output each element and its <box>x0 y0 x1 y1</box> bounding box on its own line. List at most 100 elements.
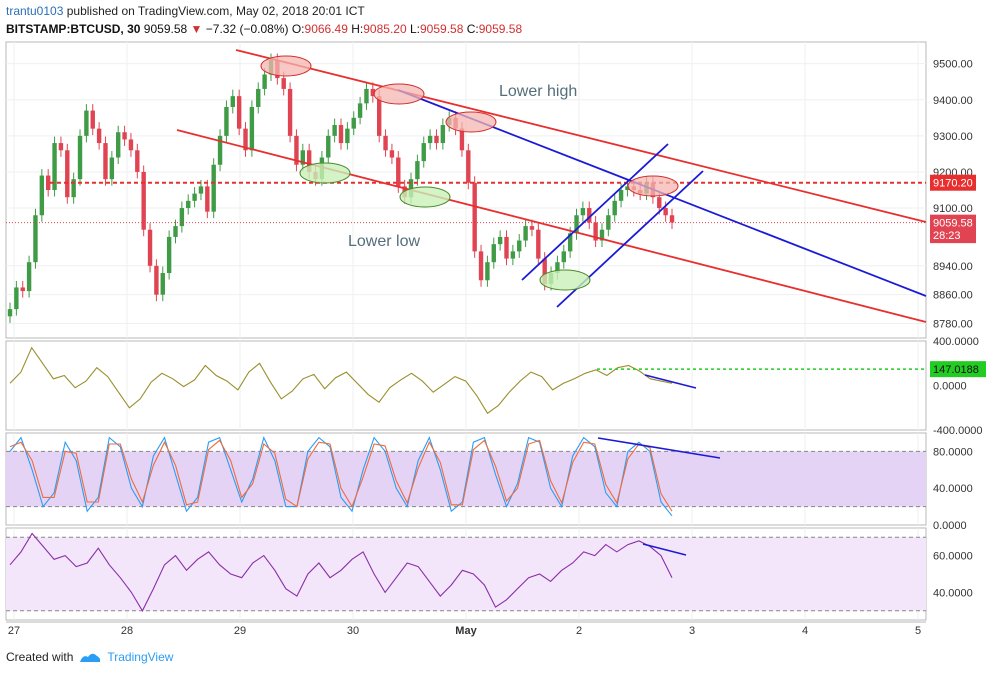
candle-body <box>478 251 484 281</box>
candle-body <box>663 208 668 216</box>
candle-body <box>555 262 560 274</box>
down-arrow-icon: ▼ <box>190 22 203 36</box>
y-tick-label: 8780.00 <box>933 319 973 331</box>
annotation-lower-high: Lower high <box>499 83 577 100</box>
candle-body <box>217 135 223 165</box>
candle-body <box>116 132 121 158</box>
candle-body <box>249 106 255 151</box>
candle-body <box>421 143 426 162</box>
candle-body <box>96 128 102 144</box>
candle-body <box>236 96 242 129</box>
x-tick-label: 29 <box>234 625 246 637</box>
open-label: O: <box>291 22 305 36</box>
stoch-divergence-line <box>597 437 721 459</box>
candle-body <box>370 88 376 97</box>
y-tick-label: 8860.00 <box>933 290 973 302</box>
candle-body <box>332 125 337 136</box>
candle-body <box>415 161 420 180</box>
candle-body <box>211 164 216 212</box>
candle-body <box>154 265 159 295</box>
candle-body <box>103 143 108 180</box>
candle-body <box>491 244 496 263</box>
candle-body <box>364 88 369 104</box>
candle-body <box>497 236 503 245</box>
price-axis-badge-label: 9059.58 <box>933 218 973 230</box>
x-tick-label: 28 <box>121 625 133 637</box>
low-value: 9059.58 <box>420 22 464 36</box>
candle-body <box>345 128 350 144</box>
y-tick-label: 0.0000 <box>933 381 967 393</box>
y-tick-label: 40.0000 <box>933 587 973 599</box>
candle-body <box>243 128 248 151</box>
swing-low-ellipse <box>539 269 591 291</box>
candle-body <box>14 287 19 310</box>
tradingview-link[interactable]: TradingView <box>107 650 174 664</box>
price-axis-badge <box>930 174 976 191</box>
swing-high-ellipse <box>445 111 497 133</box>
candle-body <box>294 135 299 165</box>
swing-high-ellipse <box>373 83 425 105</box>
annotation-lower-low: Lower low <box>348 233 420 250</box>
y-tick-label: 9400.00 <box>933 95 973 107</box>
candle-body <box>351 117 356 129</box>
candle-body <box>192 193 197 201</box>
y-tick-label: 9100.00 <box>933 203 973 215</box>
candle-body <box>52 143 57 190</box>
cci-axis-badge-label: 147.0188 <box>933 364 979 376</box>
candle-body <box>262 74 267 89</box>
candle-body <box>396 157 401 187</box>
swing-high-ellipse <box>260 55 312 77</box>
indicator-line-3-0 <box>9 532 673 612</box>
candle-body <box>20 287 25 292</box>
author-link[interactable]: trantu0103 <box>6 4 64 18</box>
open-value: 9066.49 <box>304 22 348 36</box>
candle-body <box>612 200 617 216</box>
oscillator-band-2 <box>6 451 926 507</box>
x-tick-label: 3 <box>689 625 695 637</box>
candle-body <box>160 273 165 295</box>
cci-divergence-line <box>644 374 697 389</box>
swing-low-ellipse <box>299 162 351 184</box>
indicator-line-1-0 <box>9 346 673 415</box>
x-tick-label: 5 <box>915 625 921 637</box>
candle-body <box>580 208 586 216</box>
candle-body <box>427 135 433 144</box>
candle-body <box>300 150 306 165</box>
candle-body <box>33 215 38 263</box>
candle-body <box>58 143 64 151</box>
candle-body <box>389 150 395 158</box>
price-axis-badge-label: 28:23 <box>933 230 961 242</box>
candle-body <box>77 135 83 180</box>
candle-body <box>510 251 516 259</box>
candle-body <box>434 135 439 144</box>
candle-body <box>472 182 477 252</box>
candle-body <box>593 222 598 241</box>
candle-body <box>147 229 153 266</box>
ohlc-header: BITSTAMP:BTCUSD, 30 9059.58 ▼ −7.32 (−0.… <box>6 22 522 36</box>
price-change: −7.32 (−0.08%) <box>205 22 289 36</box>
candle-body <box>65 150 70 198</box>
indicator-line-2-0 <box>9 436 673 517</box>
y-tick-label: 400.0000 <box>933 336 979 348</box>
candle-body <box>90 110 95 129</box>
candle-body <box>179 208 185 227</box>
candle-body <box>574 215 579 234</box>
x-tick-label: 30 <box>347 625 359 637</box>
tradingview-logo-icon <box>80 653 101 662</box>
symbol-label: BITSTAMP:BTCUSD, 30 <box>6 22 141 36</box>
candle-body <box>606 215 611 230</box>
rsi-divergence-line <box>642 543 687 556</box>
x-tick-label: May <box>455 625 477 637</box>
high-value: 9085.20 <box>363 22 407 36</box>
price-axis-badge <box>930 227 976 244</box>
candle-body <box>326 135 331 158</box>
candle-body <box>173 226 178 237</box>
created-with-text: Created with <box>6 650 74 664</box>
y-tick-label: 40.0000 <box>933 483 973 495</box>
candle-body <box>567 233 573 252</box>
candle-body <box>618 190 624 201</box>
high-label: H: <box>351 22 364 36</box>
swing-high-ellipse <box>627 175 679 197</box>
candle-body <box>141 171 146 230</box>
